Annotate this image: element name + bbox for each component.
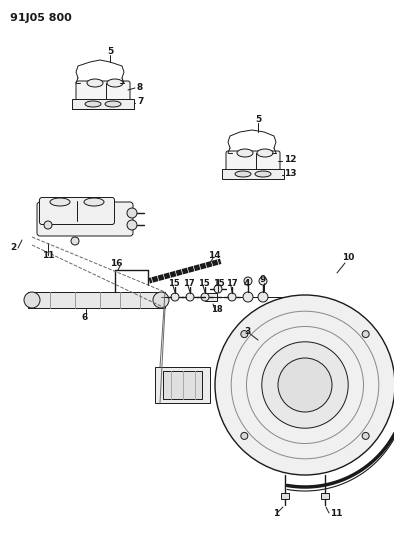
- Text: 11: 11: [330, 508, 342, 518]
- Circle shape: [228, 293, 236, 301]
- Circle shape: [127, 208, 137, 218]
- Ellipse shape: [85, 101, 101, 107]
- Text: 17: 17: [226, 279, 238, 287]
- Text: 8: 8: [137, 84, 143, 93]
- FancyBboxPatch shape: [37, 202, 133, 236]
- Circle shape: [44, 221, 52, 229]
- Circle shape: [243, 292, 253, 302]
- Bar: [163, 371, 202, 399]
- FancyBboxPatch shape: [226, 151, 280, 171]
- Circle shape: [241, 432, 248, 439]
- Text: 18: 18: [211, 305, 223, 314]
- Text: 2: 2: [10, 244, 16, 253]
- Ellipse shape: [237, 149, 253, 157]
- Ellipse shape: [255, 171, 271, 177]
- Circle shape: [241, 330, 248, 337]
- Circle shape: [186, 293, 194, 301]
- Text: 15: 15: [198, 279, 210, 287]
- Text: 14: 14: [208, 251, 221, 260]
- Bar: [155, 367, 210, 403]
- Bar: [222, 169, 284, 179]
- Ellipse shape: [87, 79, 103, 87]
- Circle shape: [127, 220, 137, 230]
- Text: 7: 7: [137, 98, 143, 107]
- Circle shape: [262, 342, 348, 428]
- Bar: [281, 493, 289, 499]
- Ellipse shape: [105, 101, 121, 107]
- Text: 1: 1: [273, 508, 279, 518]
- Text: 3: 3: [244, 327, 250, 336]
- Ellipse shape: [235, 171, 251, 177]
- Text: 12: 12: [284, 156, 297, 165]
- Circle shape: [362, 432, 369, 439]
- Ellipse shape: [50, 198, 70, 206]
- Bar: [205, 293, 217, 301]
- Circle shape: [244, 277, 252, 285]
- Text: 9: 9: [260, 276, 266, 285]
- Text: 17: 17: [183, 279, 195, 287]
- FancyBboxPatch shape: [39, 198, 115, 224]
- Circle shape: [362, 330, 369, 337]
- Circle shape: [214, 285, 222, 293]
- Bar: [72, 99, 134, 109]
- Circle shape: [259, 277, 267, 285]
- Text: 5: 5: [107, 47, 113, 56]
- Text: 91J05 800: 91J05 800: [10, 13, 72, 23]
- Circle shape: [215, 295, 394, 475]
- Text: 5: 5: [255, 116, 261, 125]
- Text: 15: 15: [168, 279, 180, 287]
- Circle shape: [278, 358, 332, 412]
- Bar: [321, 493, 329, 499]
- Text: 16: 16: [110, 259, 123, 268]
- Ellipse shape: [107, 79, 123, 87]
- Circle shape: [24, 292, 40, 308]
- Circle shape: [153, 292, 169, 308]
- Text: 6: 6: [82, 313, 88, 322]
- Circle shape: [201, 293, 209, 301]
- Text: 4: 4: [244, 279, 250, 287]
- Ellipse shape: [84, 198, 104, 206]
- Text: 11: 11: [42, 251, 54, 260]
- Text: 13: 13: [284, 169, 297, 179]
- Circle shape: [258, 292, 268, 302]
- Text: 10: 10: [342, 254, 354, 262]
- Ellipse shape: [257, 149, 273, 157]
- Bar: [28, 292, 165, 308]
- Text: 15: 15: [213, 279, 225, 287]
- Circle shape: [71, 237, 79, 245]
- FancyBboxPatch shape: [76, 81, 130, 101]
- Circle shape: [171, 293, 179, 301]
